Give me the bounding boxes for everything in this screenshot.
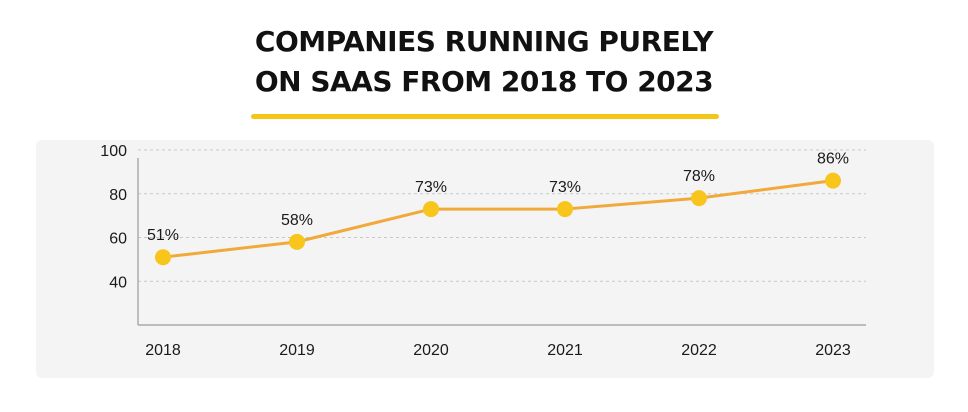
data-label: 58% — [281, 212, 313, 229]
data-point — [691, 190, 707, 207]
data-label: 51% — [147, 227, 179, 244]
chart-title-line-1: COMPANIES RUNNING PURELY — [254, 25, 714, 58]
x-tick-label: 2018 — [145, 342, 181, 359]
data-point — [423, 201, 439, 218]
series-line — [161, 179, 835, 259]
x-tick-label: 2019 — [279, 342, 315, 359]
y-tick-label: 60 — [109, 231, 127, 248]
x-tick-label: 2023 — [815, 342, 851, 359]
x-tick-label: 2022 — [681, 342, 717, 359]
y-tick-label: 40 — [109, 274, 127, 291]
chart-panel — [36, 140, 934, 378]
data-point — [557, 201, 573, 218]
y-tick-label: 80 — [109, 187, 127, 204]
title-underline — [251, 114, 719, 119]
data-label: 73% — [415, 179, 447, 196]
data-label: 73% — [549, 179, 581, 196]
x-tick-label: 2021 — [547, 342, 583, 359]
data-point — [155, 249, 171, 266]
chart-title: COMPANIES RUNNING PURELY ON SAAS FROM 20… — [0, 22, 968, 102]
y-tick-label: 100 — [100, 143, 127, 160]
data-label: 86% — [817, 151, 849, 168]
data-point — [825, 172, 841, 189]
data-point — [289, 233, 305, 250]
data-label: 78% — [683, 168, 715, 185]
chart-title-line-2: ON SAAS FROM 2018 TO 2023 — [254, 65, 714, 98]
x-tick-label: 2020 — [413, 342, 449, 359]
